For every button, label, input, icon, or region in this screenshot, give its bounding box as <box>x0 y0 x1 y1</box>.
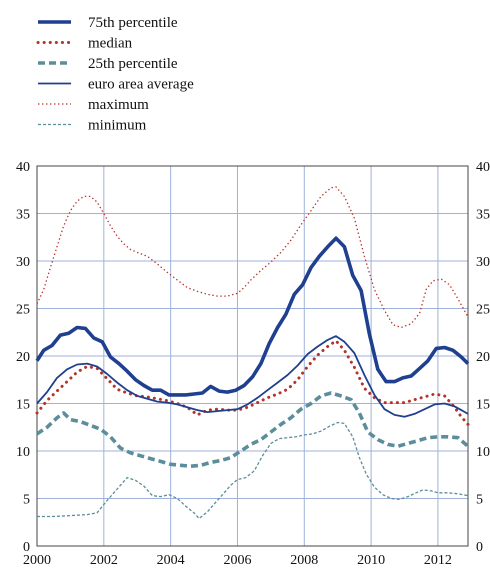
y-tick-label-right: 10 <box>476 445 490 460</box>
plot-frame <box>36 165 469 547</box>
series-line-3 <box>36 335 469 418</box>
x-tick-label: 2010 <box>357 553 385 568</box>
y-tick-label-right: 40 <box>476 160 490 175</box>
series-line-2 <box>36 391 470 468</box>
x-tick-labels: 2000 2002 2004 2006 2008 2010 2012 <box>23 553 452 568</box>
legend-label-2: 25th percentile <box>88 56 178 72</box>
legend-label-4: maximum <box>88 97 149 113</box>
x-tick-label: 2004 <box>157 553 185 568</box>
y-tick-label-right: 30 <box>476 255 490 270</box>
series-line-5 <box>37 421 469 520</box>
y-tick-label-left: 20 <box>16 350 30 365</box>
y-tick-label-left: 10 <box>16 445 30 460</box>
y-tick-label-right: 0 <box>476 540 483 555</box>
series-lines <box>35 186 470 520</box>
y-tick-label-right: 25 <box>476 303 490 318</box>
y-tick-label-left: 30 <box>16 255 30 270</box>
y-tick-label-left: 5 <box>23 493 30 508</box>
y-tick-label-left: 0 <box>23 540 30 555</box>
legend-label-0: 75th percentile <box>88 15 178 31</box>
y-tick-label-right: 20 <box>476 350 490 365</box>
y-tick-labels-right: 0 5 10 15 20 25 30 35 40 <box>476 160 490 555</box>
y-tick-label-left: 25 <box>16 303 30 318</box>
grid <box>37 166 468 546</box>
series-line-1 <box>35 339 470 426</box>
legend-label-1: median <box>88 36 133 52</box>
y-tick-label-right: 15 <box>476 398 490 413</box>
x-tick-label: 2000 <box>23 553 51 568</box>
x-tick-label: 2006 <box>223 553 251 568</box>
y-tick-label-left: 40 <box>16 160 30 175</box>
y-tick-label-right: 5 <box>476 493 483 508</box>
x-tick-label: 2008 <box>290 553 318 568</box>
y-tick-label-left: 35 <box>16 208 30 223</box>
x-tick-label: 2002 <box>90 553 118 568</box>
y-tick-label-right: 35 <box>476 208 490 223</box>
series-line-0 <box>35 236 470 397</box>
series-line-4 <box>36 186 469 329</box>
legend-label-3: euro area average <box>88 77 194 93</box>
legend-label-5: minimum <box>88 118 147 134</box>
x-tick-label: 2012 <box>424 553 452 568</box>
y-tick-label-left: 15 <box>16 398 30 413</box>
y-tick-labels-left: 0 5 10 15 20 25 30 35 40 <box>16 160 30 555</box>
legend: 75th percentile median 25th percentile euro… <box>36 15 194 134</box>
